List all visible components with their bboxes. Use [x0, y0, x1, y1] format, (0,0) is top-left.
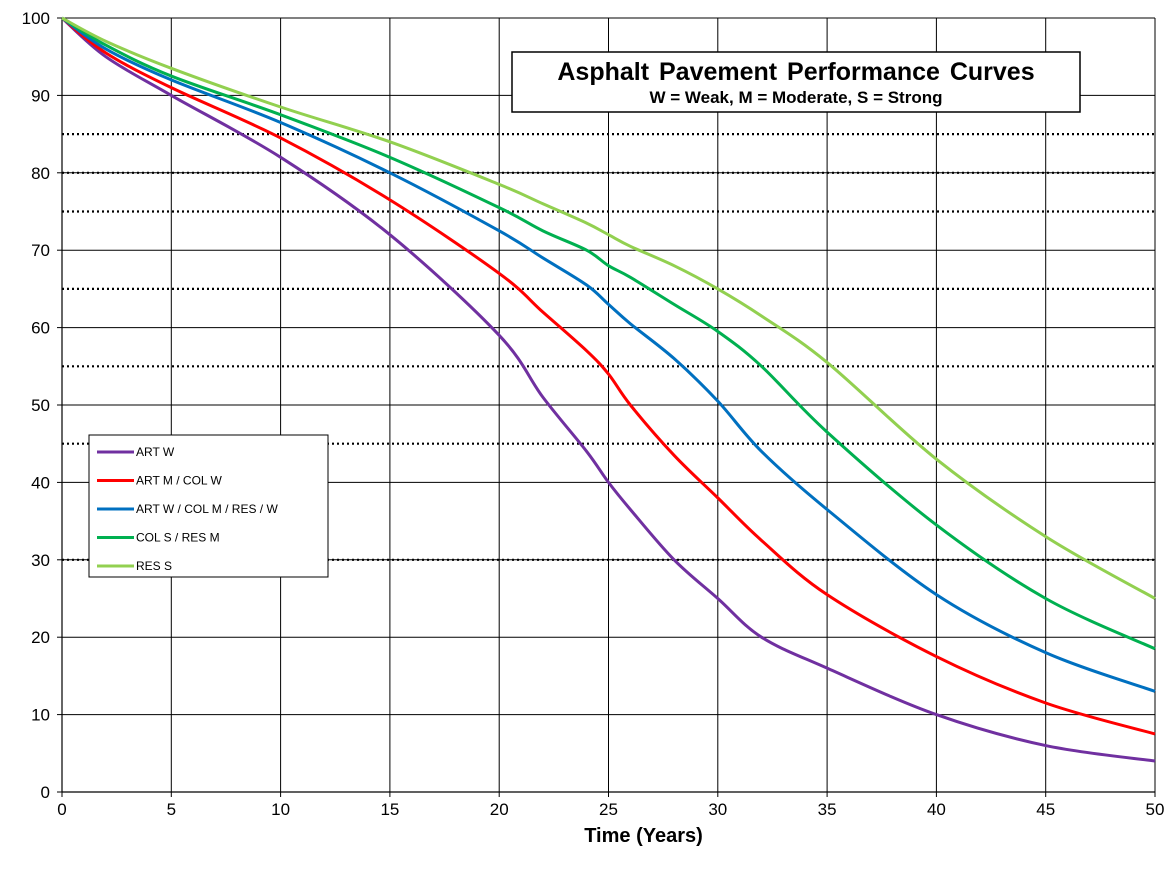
- y-tick-label: 50: [31, 396, 50, 415]
- x-tick-label: 0: [57, 800, 66, 819]
- title-box: [511, 51, 1081, 113]
- x-tick-label: 50: [1146, 800, 1165, 819]
- x-tick-label: 5: [167, 800, 176, 819]
- y-tick-label: 40: [31, 473, 50, 492]
- x-tick-label: 15: [380, 800, 399, 819]
- legend-label-3: ART W / COL M / RES / W: [136, 502, 278, 516]
- x-tick-label: 40: [927, 800, 946, 819]
- series-line-5: [61, 16, 1156, 600]
- y-tick-label: 60: [31, 319, 50, 338]
- legend-label-4: COL S / RES M: [136, 531, 220, 545]
- series-line-4: [61, 16, 1156, 651]
- legend-label-2: ART M / COL W: [136, 474, 222, 488]
- legend-box: [88, 434, 329, 578]
- y-tick-label: 30: [31, 551, 50, 570]
- series-line-3: [61, 16, 1156, 693]
- series-line-1: [61, 16, 1156, 763]
- x-tick-label: 45: [1036, 800, 1055, 819]
- x-tick-label: 35: [818, 800, 837, 819]
- series-line-2: [61, 16, 1156, 736]
- y-tick-label: 100: [22, 9, 50, 28]
- chart-subtitle: W = Weak, M = Moderate, S = Strong: [649, 88, 942, 107]
- y-tick-label: 70: [31, 241, 50, 260]
- x-axis-title: Time (Years): [584, 825, 703, 847]
- x-tick-label: 20: [490, 800, 509, 819]
- x-tick-label: 25: [599, 800, 618, 819]
- chart-title: Asphalt Pavement Performance Curves: [557, 58, 1034, 86]
- legend-label-5: RES S: [136, 559, 172, 573]
- y-tick-label: 80: [31, 164, 50, 183]
- legend-label-1: ART W: [136, 445, 175, 459]
- y-tick-label: 90: [31, 86, 50, 105]
- x-tick-label: 30: [708, 800, 727, 819]
- y-tick-label: 0: [41, 783, 50, 802]
- y-tick-label: 10: [31, 706, 50, 725]
- y-tick-label: 20: [31, 628, 50, 647]
- x-tick-label: 10: [271, 800, 290, 819]
